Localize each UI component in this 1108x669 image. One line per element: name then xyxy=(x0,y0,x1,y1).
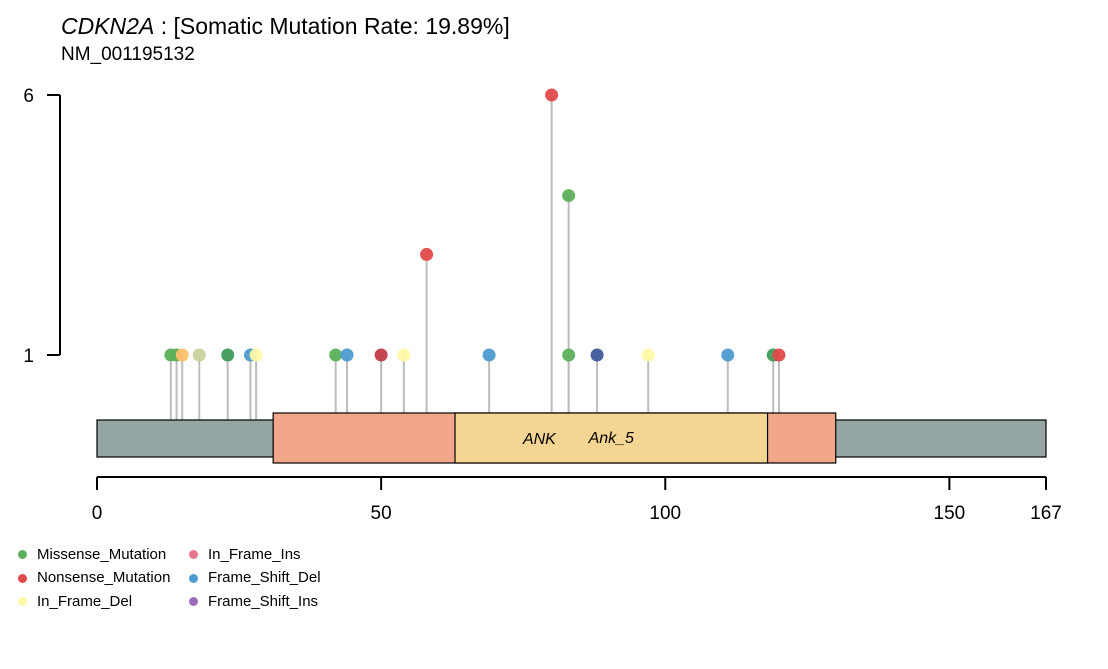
domain-box xyxy=(454,412,769,464)
mutation-point xyxy=(420,247,434,261)
legend-item: In_Frame_Ins xyxy=(189,543,321,567)
x-tick-label: 100 xyxy=(649,503,681,524)
mutation-point xyxy=(562,348,576,362)
x-tick-label: 167 xyxy=(1030,503,1062,524)
legend-item: Frame_Shift_Del xyxy=(189,567,321,591)
mutation-point xyxy=(192,348,206,362)
legend-item: Missense_Mutation xyxy=(18,543,170,567)
y-tick-label: 1 xyxy=(23,346,34,367)
mutation-point xyxy=(329,348,343,362)
legend-column-2: In_Frame_Ins Frame_Shift_Del Frame_Shift_I… xyxy=(189,543,321,614)
mutation-point xyxy=(772,348,786,362)
title-rest: : [Somatic Mutation Rate: 19.89%] xyxy=(154,13,509,39)
y-axis: 16 xyxy=(23,86,61,367)
gene-name: CDKN2A xyxy=(61,13,154,39)
legend-dot-icon xyxy=(18,550,27,560)
x-tick-label: 150 xyxy=(934,503,966,524)
legend-dot-icon xyxy=(18,597,27,607)
legend-item: Nonsense_Mutation xyxy=(18,567,170,591)
transcript-id: NM_001195132 xyxy=(61,44,195,65)
mutation-point xyxy=(590,348,604,362)
mutation-point xyxy=(482,348,496,362)
mutation-point xyxy=(175,348,189,362)
legend-dot-icon xyxy=(189,573,198,583)
x-axis: 0 50 100 150 167 xyxy=(92,476,1062,524)
protein-track: ANK Ank_5 xyxy=(96,412,1047,464)
x-tick-label: 0 xyxy=(92,503,103,524)
legend-dot-icon xyxy=(189,550,198,560)
y-tick-label: 6 xyxy=(23,86,34,107)
legend-dot-icon xyxy=(18,573,27,583)
chart-title: CDKN2A : [Somatic Mutation Rate: 19.89%] xyxy=(61,13,510,39)
legend-dot-icon xyxy=(189,597,198,607)
mutation-point xyxy=(397,348,411,362)
legend-item: In_Frame_Del xyxy=(18,590,170,614)
mutation-point xyxy=(249,348,263,362)
mutation-point xyxy=(641,348,655,362)
legend-label: In_Frame_Ins xyxy=(208,545,301,563)
legend-label: Nonsense_Mutation xyxy=(37,569,171,587)
legend-column-1: Missense_Mutation Nonsense_Mutation In_Fra… xyxy=(18,543,170,614)
legend-item: Frame_Shift_Ins xyxy=(189,590,321,614)
legend-label: In_Frame_Del xyxy=(37,592,133,610)
legend-label: Missense_Mutation xyxy=(37,545,167,563)
mutation-point xyxy=(721,348,735,362)
domain-label: ANK xyxy=(522,431,557,448)
mutation-point xyxy=(374,348,388,362)
mutation-point xyxy=(545,88,559,102)
x-tick-label: 50 xyxy=(371,503,392,524)
domain-label-2: Ank_5 xyxy=(588,430,634,447)
lollipop-heads xyxy=(164,88,786,362)
legend-label: Frame_Shift_Del xyxy=(208,569,321,587)
legend-label: Frame_Shift_Ins xyxy=(208,592,319,610)
mutation-point xyxy=(340,348,354,362)
mutation-point xyxy=(221,348,235,362)
mutation-point xyxy=(562,189,576,203)
lollipop-stems xyxy=(169,95,780,421)
